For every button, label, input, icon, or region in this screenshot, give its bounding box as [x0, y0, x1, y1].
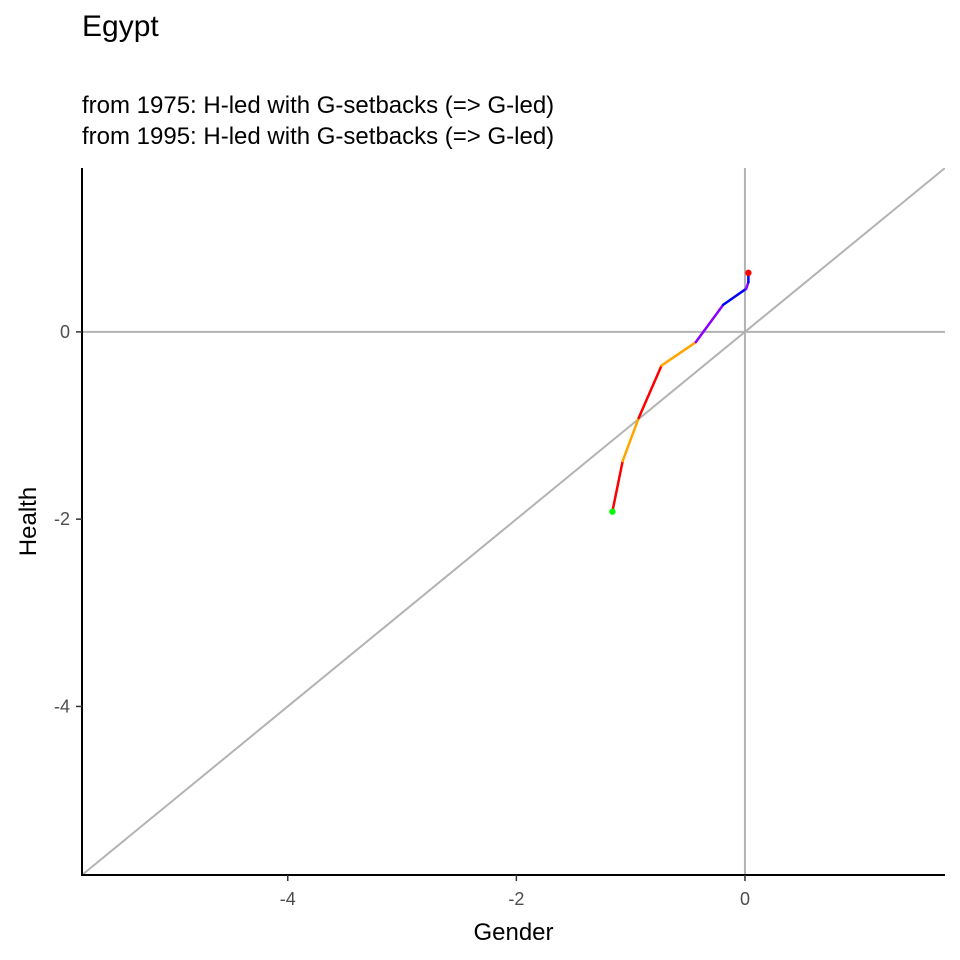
y-axis-title: Health: [15, 487, 42, 556]
chart-subtitle-line-2: from 1995: H-led with G-setbacks (=> G-l…: [82, 123, 555, 150]
x-tick-label--4: -4: [280, 889, 296, 909]
end-point-marker: [745, 269, 752, 277]
x-tick-label-0: 0: [740, 889, 750, 909]
trajectory-segment-6: [721, 287, 748, 306]
trajectory-segment-4: [660, 340, 698, 367]
y-tick-label--2: -2: [54, 509, 70, 529]
x-axis-title: Gender: [473, 919, 553, 946]
trajectory-segment-2: [621, 416, 640, 463]
trajectory-segment-5: [694, 303, 725, 344]
start-point-marker: [609, 508, 616, 515]
x-tick-label--2: -2: [508, 889, 524, 909]
trajectory-segment-1: [611, 459, 624, 513]
chart-title: Egypt: [82, 10, 159, 43]
y-tick-label--4: -4: [54, 696, 70, 716]
chart-subtitle-line-1: from 1975: H-led with G-setbacks (=> G-l…: [82, 92, 555, 119]
trajectory-segment-3: [637, 364, 663, 420]
y-tick-label-0: 0: [60, 322, 70, 342]
reference-line-diagonal: [82, 168, 945, 875]
